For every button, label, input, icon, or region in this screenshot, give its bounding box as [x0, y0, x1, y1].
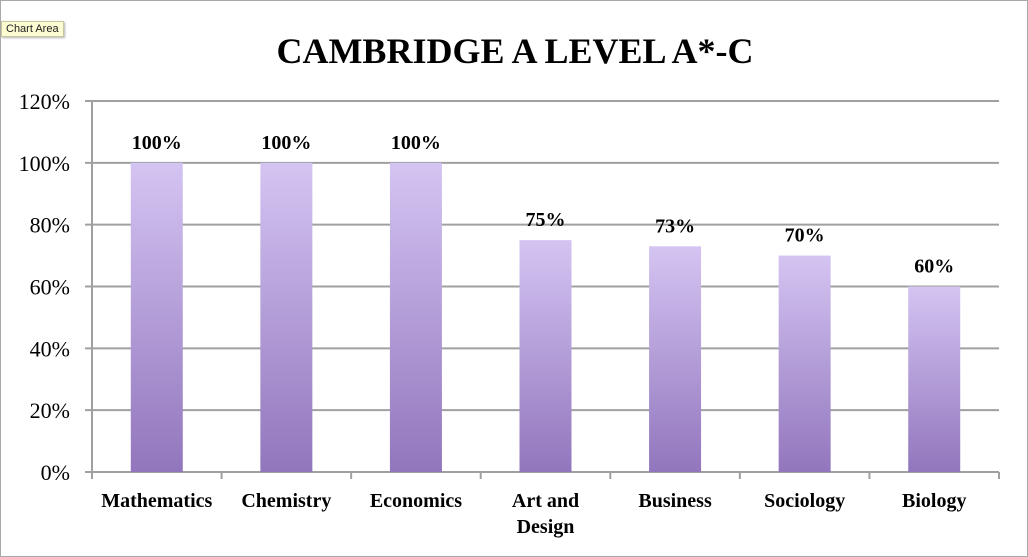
- data-label: 60%: [914, 256, 954, 278]
- y-tick-label: 0%: [41, 460, 70, 485]
- bar: [519, 240, 572, 472]
- chart-area-tooltip: Chart Area: [1, 21, 64, 37]
- data-label: 100%: [261, 132, 311, 154]
- data-label: 100%: [391, 132, 441, 154]
- x-tick-label-line: Mathematics: [101, 490, 212, 512]
- y-tick-label: 60%: [30, 275, 70, 300]
- bar: [778, 255, 831, 472]
- y-tick-label: 20%: [30, 398, 70, 423]
- x-tick-label: Economics: [370, 490, 462, 512]
- x-tick-label: Chemistry: [241, 490, 331, 512]
- x-tick-label-line: Chemistry: [241, 490, 331, 512]
- x-tick-label-line: Biology: [902, 490, 966, 512]
- data-label: 73%: [655, 215, 695, 237]
- x-tick-label-line: Sociology: [764, 490, 845, 512]
- chart-title: CAMBRIDGE A LEVEL A*-C: [276, 31, 753, 71]
- bar: [649, 246, 702, 472]
- y-tick-label: 120%: [19, 89, 70, 114]
- data-label: 70%: [785, 225, 825, 247]
- y-tick-label: 40%: [30, 336, 70, 361]
- bar: [389, 162, 442, 473]
- bar: [908, 286, 961, 472]
- y-tick-label: 100%: [19, 151, 70, 176]
- data-label: 100%: [132, 132, 182, 154]
- x-tick-label-line: Business: [638, 490, 712, 512]
- x-tick-label: Sociology: [764, 490, 845, 512]
- bar: [260, 162, 313, 473]
- bar: [130, 162, 183, 473]
- x-tick-label: Biology: [902, 490, 966, 512]
- x-tick-label-line: Design: [517, 516, 575, 538]
- x-tick-label-line: Economics: [370, 490, 462, 512]
- x-tick-label: Business: [638, 490, 712, 512]
- x-tick-label: Mathematics: [101, 490, 212, 512]
- x-tick-label: Art and Design: [512, 490, 579, 538]
- y-tick-label: 80%: [30, 213, 70, 238]
- data-label: 75%: [526, 209, 566, 231]
- x-tick-label-line: Art and: [512, 490, 579, 512]
